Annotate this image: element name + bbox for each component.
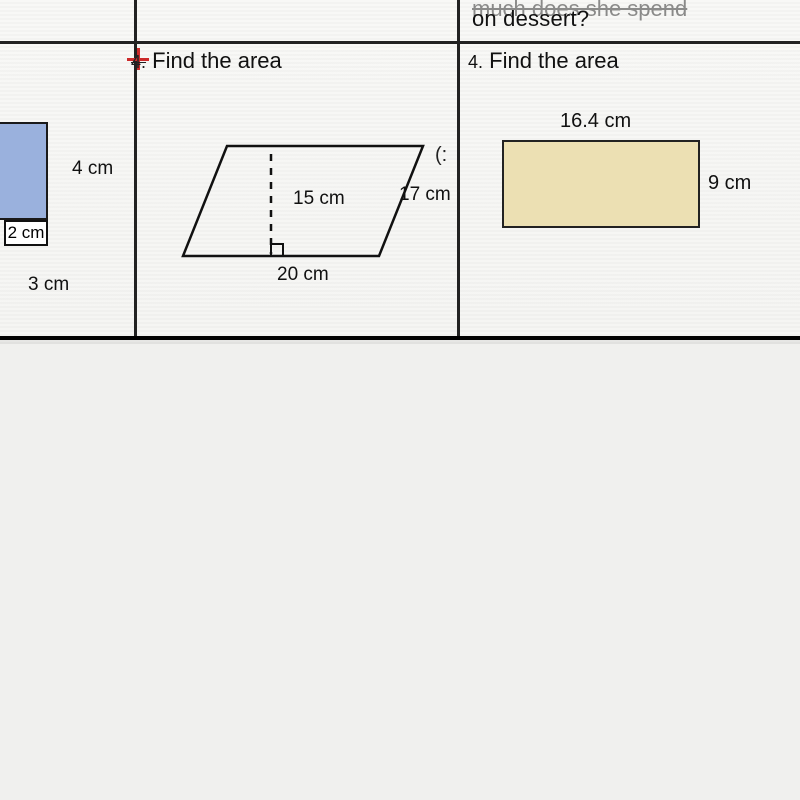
question-heading: 4. Find the area [131, 48, 282, 74]
row2-cell1: a. 2 cm 3 cm 4 cm [0, 44, 134, 336]
question-heading: 4. Find the area [468, 48, 619, 74]
rectangle-figure [502, 140, 700, 228]
question-heading-text: Find the area [489, 48, 619, 73]
base-label: 20 cm [277, 264, 329, 286]
question-heading-text: Find the area [152, 48, 282, 73]
worksheet-screenshot: much does she spend on dessert? a. 2 cm … [0, 0, 800, 800]
parallelogram-svg [181, 140, 429, 280]
width-label: 16.4 cm [560, 110, 631, 133]
dimension-label-3cm: 3 cm [28, 274, 69, 296]
stray-mark: (: [435, 144, 447, 167]
row2-cell2: 4. Find the area 15 cm 17 cm 20 cm (: [137, 44, 457, 336]
row1-cell1 [0, 0, 134, 41]
height-label: 15 cm [293, 188, 345, 210]
row1-cell3: much does she spend on dessert? [460, 0, 800, 41]
row1-cell2 [137, 0, 457, 41]
row2-cell3: 4. Find the area 16.4 cm 9 cm [460, 44, 800, 336]
question-number: 4. [131, 52, 146, 72]
dimension-label-2cm: 2 cm [4, 220, 48, 246]
parallelogram-figure [181, 140, 429, 280]
question-number: 4. [468, 52, 483, 72]
dimension-label-4cm: 4 cm [72, 158, 113, 180]
empty-area [0, 344, 800, 800]
height-label: 9 cm [708, 172, 751, 195]
composite-shape-part [0, 122, 48, 220]
grid-row-2: a. 2 cm 3 cm 4 cm 4. Find the area 15 cm… [0, 44, 800, 340]
grid-row-1: much does she spend on dessert? [0, 0, 800, 44]
question-text-fragment: on dessert? [472, 6, 589, 32]
side-label: 17 cm [399, 184, 451, 206]
right-angle-mark [271, 244, 283, 256]
